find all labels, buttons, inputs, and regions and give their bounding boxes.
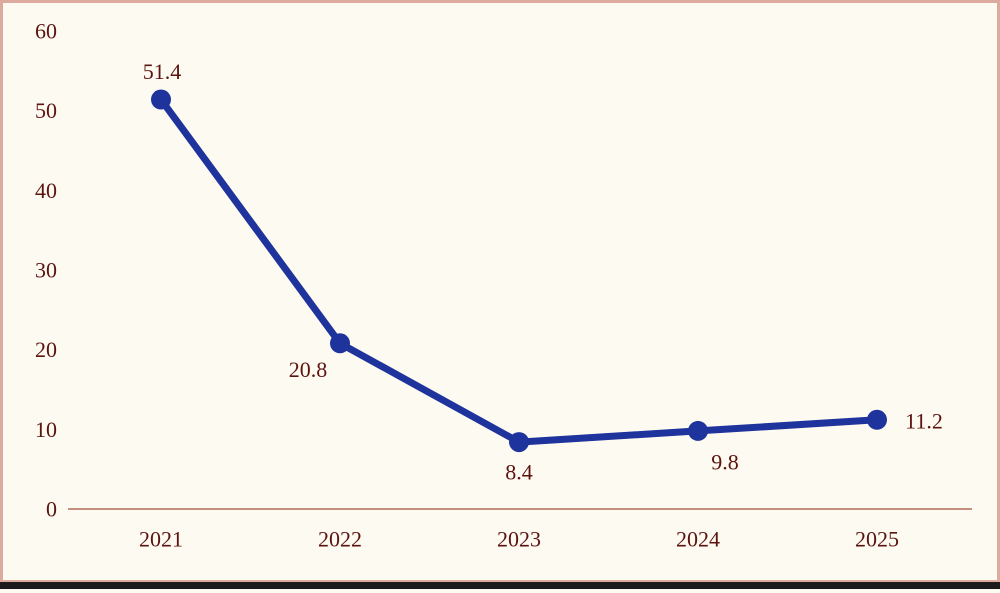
series-line: [157, 96, 881, 446]
y-tick-label: 20: [35, 337, 57, 362]
line-chart: 0 10 20 30 40 50 60 2021 2022 2023 2024 2025 51.4 20.…: [35, 18, 972, 552]
x-tick-label: 2023: [497, 527, 541, 552]
data-point-label: 9.8: [711, 449, 739, 474]
data-point-label: 20.8: [289, 357, 328, 382]
data-point-label: 8.4: [505, 460, 533, 485]
y-tick-label: 0: [46, 497, 57, 522]
data-point: [330, 333, 350, 354]
x-tick-label: 2022: [318, 527, 362, 552]
y-tick-label: 40: [35, 178, 57, 203]
data-point: [688, 420, 708, 441]
data-point-label: 51.4: [143, 59, 182, 84]
y-tick-label: 30: [35, 257, 57, 282]
bottom-edge: [0, 580, 1000, 589]
y-tick-label: 50: [35, 98, 57, 123]
y-tick-label: 60: [35, 18, 57, 43]
data-point: [867, 409, 887, 430]
data-point-label: 11.2: [905, 408, 943, 433]
data-point: [151, 89, 171, 110]
y-tick-label: 10: [35, 417, 57, 442]
x-tick-label: 2021: [139, 527, 183, 552]
x-tick-label: 2025: [855, 527, 899, 552]
data-point: [509, 432, 529, 453]
x-tick-label: 2024: [676, 527, 720, 552]
